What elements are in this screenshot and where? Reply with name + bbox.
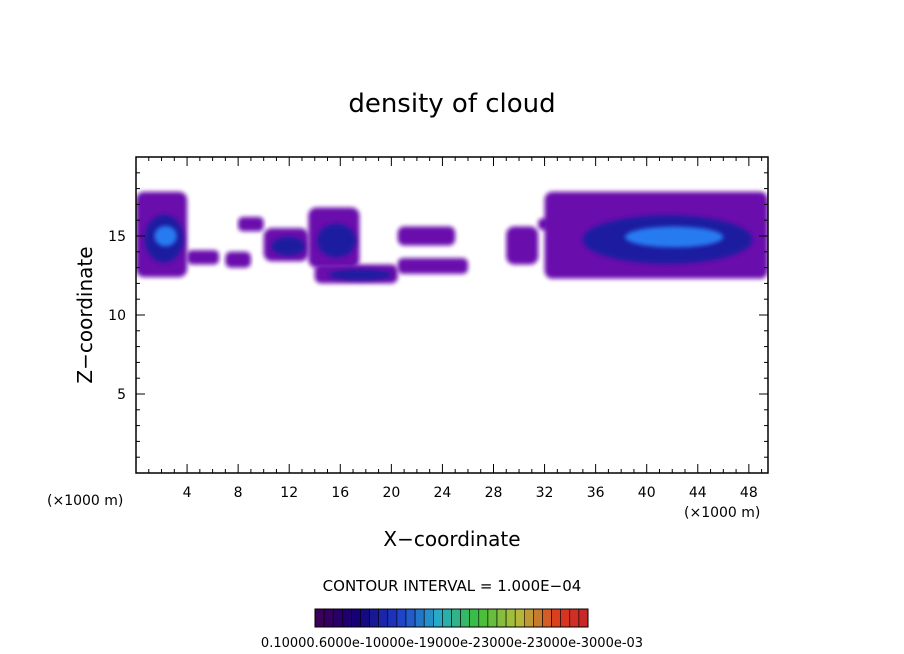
cloud-region (136, 191, 188, 278)
colorbar-swatch (478, 608, 489, 628)
colorbar-swatch (533, 608, 543, 628)
colorbar-swatch (432, 608, 443, 628)
x-tick-label: 48 (740, 485, 758, 501)
colorbar-swatch (378, 608, 389, 628)
y-tick-labels: 5 10 15 (108, 229, 126, 403)
colorbar-swatch (351, 608, 361, 628)
colorbar-frame (314, 608, 589, 628)
colorbar-overlapping-labels: 0.10000.6000e-10000e-19000e-23000e-23000… (261, 636, 643, 651)
colorbar-swatch (451, 608, 461, 628)
x-tick-label: 28 (485, 485, 503, 501)
x-tick-label: 32 (536, 485, 554, 501)
colorbar-swatch (469, 608, 480, 628)
cloud-region (314, 264, 398, 284)
colorbar-swatch (369, 608, 380, 628)
colorbar-swatch (442, 608, 452, 628)
colorbar-swatch (578, 608, 589, 628)
x-axis-label: X−coordinate (383, 527, 520, 551)
cloud-region (238, 217, 264, 232)
cloud-region (187, 250, 219, 265)
colorbar-swatch (551, 608, 561, 628)
cloud-region (397, 226, 456, 246)
cloud-region (263, 228, 309, 262)
cloud-density-field (136, 191, 768, 284)
y-tick-label: 10 (108, 308, 126, 324)
cloud-region (397, 258, 468, 274)
x-unit-label-left: (×1000 m) (47, 493, 123, 509)
x-unit-label-right: (×1000 m) (684, 505, 760, 521)
x-tick-label: 4 (183, 485, 192, 501)
x-tick-label: 40 (638, 485, 656, 501)
colorbar-swatch (323, 608, 334, 628)
chart-title: density of cloud (348, 89, 555, 119)
x-tick-label: 8 (234, 485, 243, 501)
x-tick-label: 24 (434, 485, 452, 501)
colorbar-swatch (560, 608, 571, 628)
x-tick-label: 36 (587, 485, 605, 501)
x-tick-labels: 4 8 12 16 20 24 28 32 36 40 44 48 (183, 485, 758, 501)
cloud-region (308, 207, 360, 268)
colorbar-swatch (569, 608, 580, 628)
colorbar-swatch (523, 608, 534, 628)
y-tick-label: 5 (117, 387, 126, 403)
colorbar-swatch (405, 608, 416, 628)
colorbar-swatch (542, 608, 552, 628)
colorbar-swatch (341, 608, 352, 628)
colorbar-swatch (387, 608, 398, 628)
colorbar (314, 608, 589, 628)
x-tick-label: 44 (689, 485, 707, 501)
colorbar-swatch (460, 608, 471, 628)
colorbar-swatch (496, 608, 507, 628)
colorbar-swatch (396, 608, 407, 628)
minor-ticks (136, 157, 768, 473)
colorbar-swatch (414, 608, 425, 628)
colorbar-swatch (423, 608, 434, 628)
x-tick-label: 20 (382, 485, 400, 501)
cloud-region (506, 226, 539, 265)
colorbar-swatch (360, 608, 370, 628)
contour-interval-label: CONTOUR INTERVAL = 1.000E−04 (323, 577, 582, 595)
colorbar-swatch (514, 608, 525, 628)
colorbar-swatch (314, 608, 325, 628)
colorbar-swatch (505, 608, 516, 628)
x-tick-label: 16 (331, 485, 349, 501)
cloud-region (544, 191, 768, 279)
colorbar-swatch (487, 608, 498, 628)
cloud-region (225, 251, 251, 268)
x-tick-label: 12 (280, 485, 298, 501)
y-tick-label: 15 (108, 229, 126, 245)
colorbar-swatch (332, 608, 343, 628)
y-axis-label: Z−coordinate (73, 246, 97, 383)
